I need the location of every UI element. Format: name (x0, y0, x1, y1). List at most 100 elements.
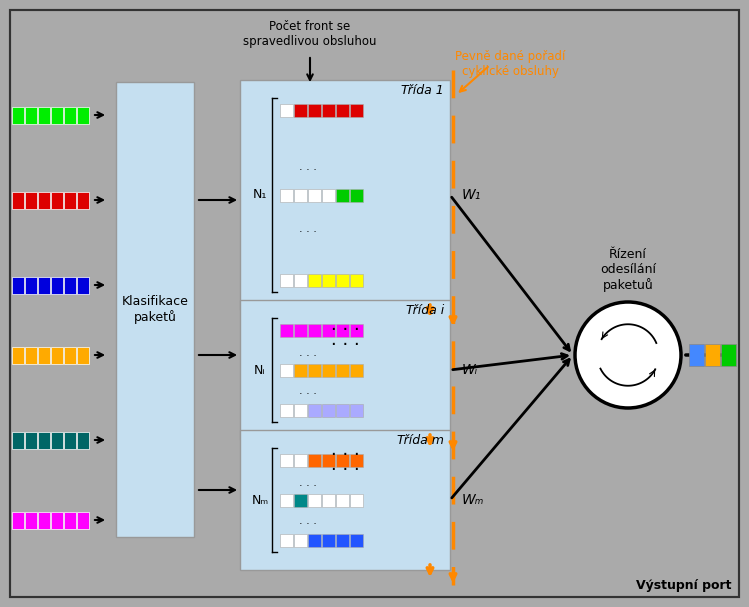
Bar (25, 432, 37, 449)
Text: Třída m: Třída m (397, 434, 444, 447)
Bar (64, 106, 76, 123)
Bar (280, 364, 293, 376)
Bar (336, 534, 349, 546)
Bar (51, 512, 63, 529)
Text: . . .: . . . (299, 516, 317, 526)
Bar (64, 277, 76, 294)
Bar (51, 106, 63, 123)
Bar (308, 534, 321, 546)
Bar (308, 104, 321, 117)
Bar (280, 493, 293, 506)
Bar (294, 274, 307, 287)
Bar (77, 512, 89, 529)
Bar (294, 104, 307, 117)
Bar (38, 106, 50, 123)
Bar (336, 404, 349, 416)
Bar (77, 347, 89, 364)
Bar (77, 432, 89, 449)
Bar (350, 324, 363, 336)
Bar (294, 189, 307, 202)
Bar (350, 493, 363, 506)
Bar (280, 534, 293, 546)
Bar (689, 344, 704, 366)
Text: Klasifikace
paketů: Klasifikace paketů (121, 295, 189, 324)
Bar (294, 534, 307, 546)
Bar (322, 453, 335, 467)
Text: Třída i: Třída i (406, 304, 444, 317)
Bar (308, 324, 321, 336)
Bar (64, 512, 76, 529)
Bar (12, 191, 24, 208)
Bar (350, 534, 363, 546)
Bar (336, 364, 349, 376)
Bar (12, 347, 24, 364)
Bar (322, 534, 335, 546)
Bar (322, 274, 335, 287)
Bar (308, 274, 321, 287)
Bar (705, 344, 720, 366)
Bar (12, 512, 24, 529)
Text: Nₘ: Nₘ (252, 493, 269, 506)
Bar (350, 189, 363, 202)
Text: Pevně dané pořadí
cyklické obsluhy: Pevně dané pořadí cyklické obsluhy (455, 50, 565, 78)
Bar (25, 347, 37, 364)
Text: . . .: . . . (299, 386, 317, 396)
Bar (38, 512, 50, 529)
Text: . . .: . . . (330, 456, 360, 474)
FancyBboxPatch shape (240, 300, 450, 440)
Bar (336, 493, 349, 506)
Text: . . .: . . . (330, 331, 360, 349)
Bar (322, 189, 335, 202)
Bar (38, 277, 50, 294)
Text: Wᵢ: Wᵢ (462, 363, 479, 377)
Bar (38, 191, 50, 208)
Bar (12, 277, 24, 294)
Bar (336, 453, 349, 467)
Bar (350, 104, 363, 117)
Bar (350, 274, 363, 287)
Bar (64, 347, 76, 364)
Bar (51, 432, 63, 449)
Bar (294, 453, 307, 467)
Bar (64, 191, 76, 208)
Bar (280, 324, 293, 336)
Bar (25, 512, 37, 529)
Text: . . .: . . . (330, 441, 360, 459)
Bar (51, 191, 63, 208)
Bar (350, 364, 363, 376)
FancyBboxPatch shape (240, 430, 450, 570)
Bar (77, 277, 89, 294)
Bar (294, 493, 307, 506)
Bar (322, 404, 335, 416)
Bar (280, 104, 293, 117)
Bar (64, 432, 76, 449)
Bar (77, 106, 89, 123)
Text: Wₘ: Wₘ (462, 493, 485, 507)
Text: . . .: . . . (299, 478, 317, 488)
Bar (322, 324, 335, 336)
Bar (280, 453, 293, 467)
Bar (280, 404, 293, 416)
Text: . . .: . . . (299, 225, 317, 234)
FancyBboxPatch shape (240, 80, 450, 310)
Bar (294, 404, 307, 416)
Text: N₁: N₁ (253, 189, 267, 202)
Bar (308, 189, 321, 202)
Bar (25, 277, 37, 294)
Bar (308, 364, 321, 376)
Bar (51, 277, 63, 294)
Bar (336, 104, 349, 117)
Bar (308, 453, 321, 467)
Bar (280, 274, 293, 287)
Bar (294, 364, 307, 376)
Text: W₁: W₁ (462, 188, 482, 202)
Bar (322, 364, 335, 376)
Text: . . .: . . . (299, 163, 317, 172)
Bar (308, 404, 321, 416)
FancyBboxPatch shape (116, 82, 194, 537)
Text: Počet front se
spravedlivou obsluhou: Počet front se spravedlivou obsluhou (243, 20, 377, 48)
Circle shape (575, 302, 681, 408)
Bar (350, 404, 363, 416)
Bar (322, 493, 335, 506)
Bar (12, 106, 24, 123)
